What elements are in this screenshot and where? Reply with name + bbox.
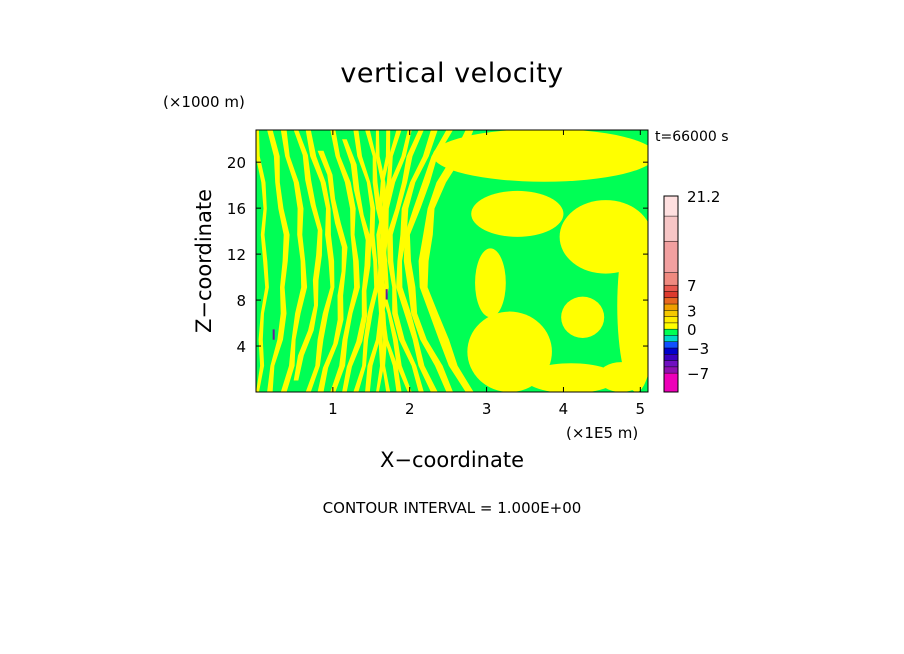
positive-velocity-band (280, 130, 308, 392)
x-axis: 1 2 3 4 5 (328, 130, 645, 418)
time-label: t=66000 s (655, 129, 729, 145)
colorbar-band (664, 329, 678, 336)
colorbar-band (664, 216, 678, 242)
x-axis-label: X−coordinate (380, 448, 524, 472)
positive-velocity-region (617, 219, 648, 392)
positive-velocity-band (317, 150, 348, 392)
positive-velocity-region (598, 362, 645, 392)
colorbar-band (664, 348, 678, 355)
colorbar: 21.2 7 30−3 −7 (663, 188, 720, 393)
colorbar-band (664, 373, 678, 392)
colorbar-band (664, 341, 678, 349)
colorbar-tick-label: −7 (687, 365, 709, 383)
colorbar-tick-label: −3 (687, 340, 709, 358)
colorbar-band (664, 366, 678, 374)
colorbar-band (664, 354, 678, 361)
colorbar-band (664, 196, 678, 217)
x-tick-label: 3 (482, 400, 492, 418)
y-tick-label: 4 (236, 338, 246, 356)
colorbar-band (664, 304, 678, 311)
positive-velocity-band (376, 130, 402, 392)
positive-velocity-band (418, 130, 474, 392)
positive-velocity-band (396, 130, 438, 392)
colorbar-band (664, 322, 678, 330)
y-tick-label: 8 (236, 292, 246, 310)
colorbar-tick-label: 21.2 (687, 188, 720, 206)
positive-velocity-region (475, 248, 506, 318)
velocity-field (256, 130, 648, 392)
colorbar-tick-label: 0 (687, 321, 697, 339)
colorbar-frame (663, 195, 679, 393)
positive-velocity-band (330, 130, 360, 392)
y-axis-unit: (×1000 m) (163, 93, 245, 111)
positive-velocity-band (267, 130, 290, 392)
positive-velocity-region (525, 363, 618, 392)
y-tick-label: 20 (227, 154, 246, 172)
strong-downdraft-spot (272, 329, 275, 340)
plot-frame (255, 129, 649, 393)
colorbar-band (664, 285, 678, 292)
y-tick-label: 16 (227, 200, 246, 218)
x-tick-label: 4 (559, 400, 569, 418)
positive-velocity-band (293, 130, 323, 381)
chart-title: vertical velocity (340, 58, 564, 89)
colorbar-band (664, 291, 678, 298)
positive-velocity-band (353, 130, 379, 392)
x-axis-unit: (×1E5 m) (566, 424, 639, 442)
positive-velocity-band (256, 130, 269, 392)
positive-velocity-band (377, 130, 391, 392)
x-tick-label: 2 (405, 400, 415, 418)
positive-velocity-region (561, 296, 605, 338)
colorbar-band (664, 316, 678, 323)
positive-velocity-region (471, 190, 564, 237)
colorbar-band (664, 360, 678, 367)
positive-velocity-band (342, 139, 372, 392)
colorbar-band (664, 310, 678, 317)
colorbar-band (664, 297, 678, 305)
x-tick-label: 5 (636, 400, 646, 418)
x-tick-label: 1 (328, 400, 338, 418)
positive-velocity-band (386, 130, 424, 392)
positive-velocity-band (379, 130, 412, 392)
colorbar-band (664, 272, 678, 286)
colorbar-tick-label: 3 (687, 302, 697, 320)
positive-velocity-band (403, 130, 453, 392)
colorbar-band (664, 335, 678, 342)
y-tick-label: 12 (227, 246, 246, 264)
positive-velocity-band (305, 130, 335, 392)
y-axis: 4 8 12 16 20 (227, 154, 648, 356)
strong-downdraft-spot (385, 289, 388, 300)
colorbar-tick-label: 7 (687, 277, 697, 295)
contour-interval-label: CONTOUR INTERVAL = 1.000E+00 (322, 499, 582, 517)
positive-velocity-region (432, 130, 648, 182)
colorbar-band (664, 241, 678, 273)
